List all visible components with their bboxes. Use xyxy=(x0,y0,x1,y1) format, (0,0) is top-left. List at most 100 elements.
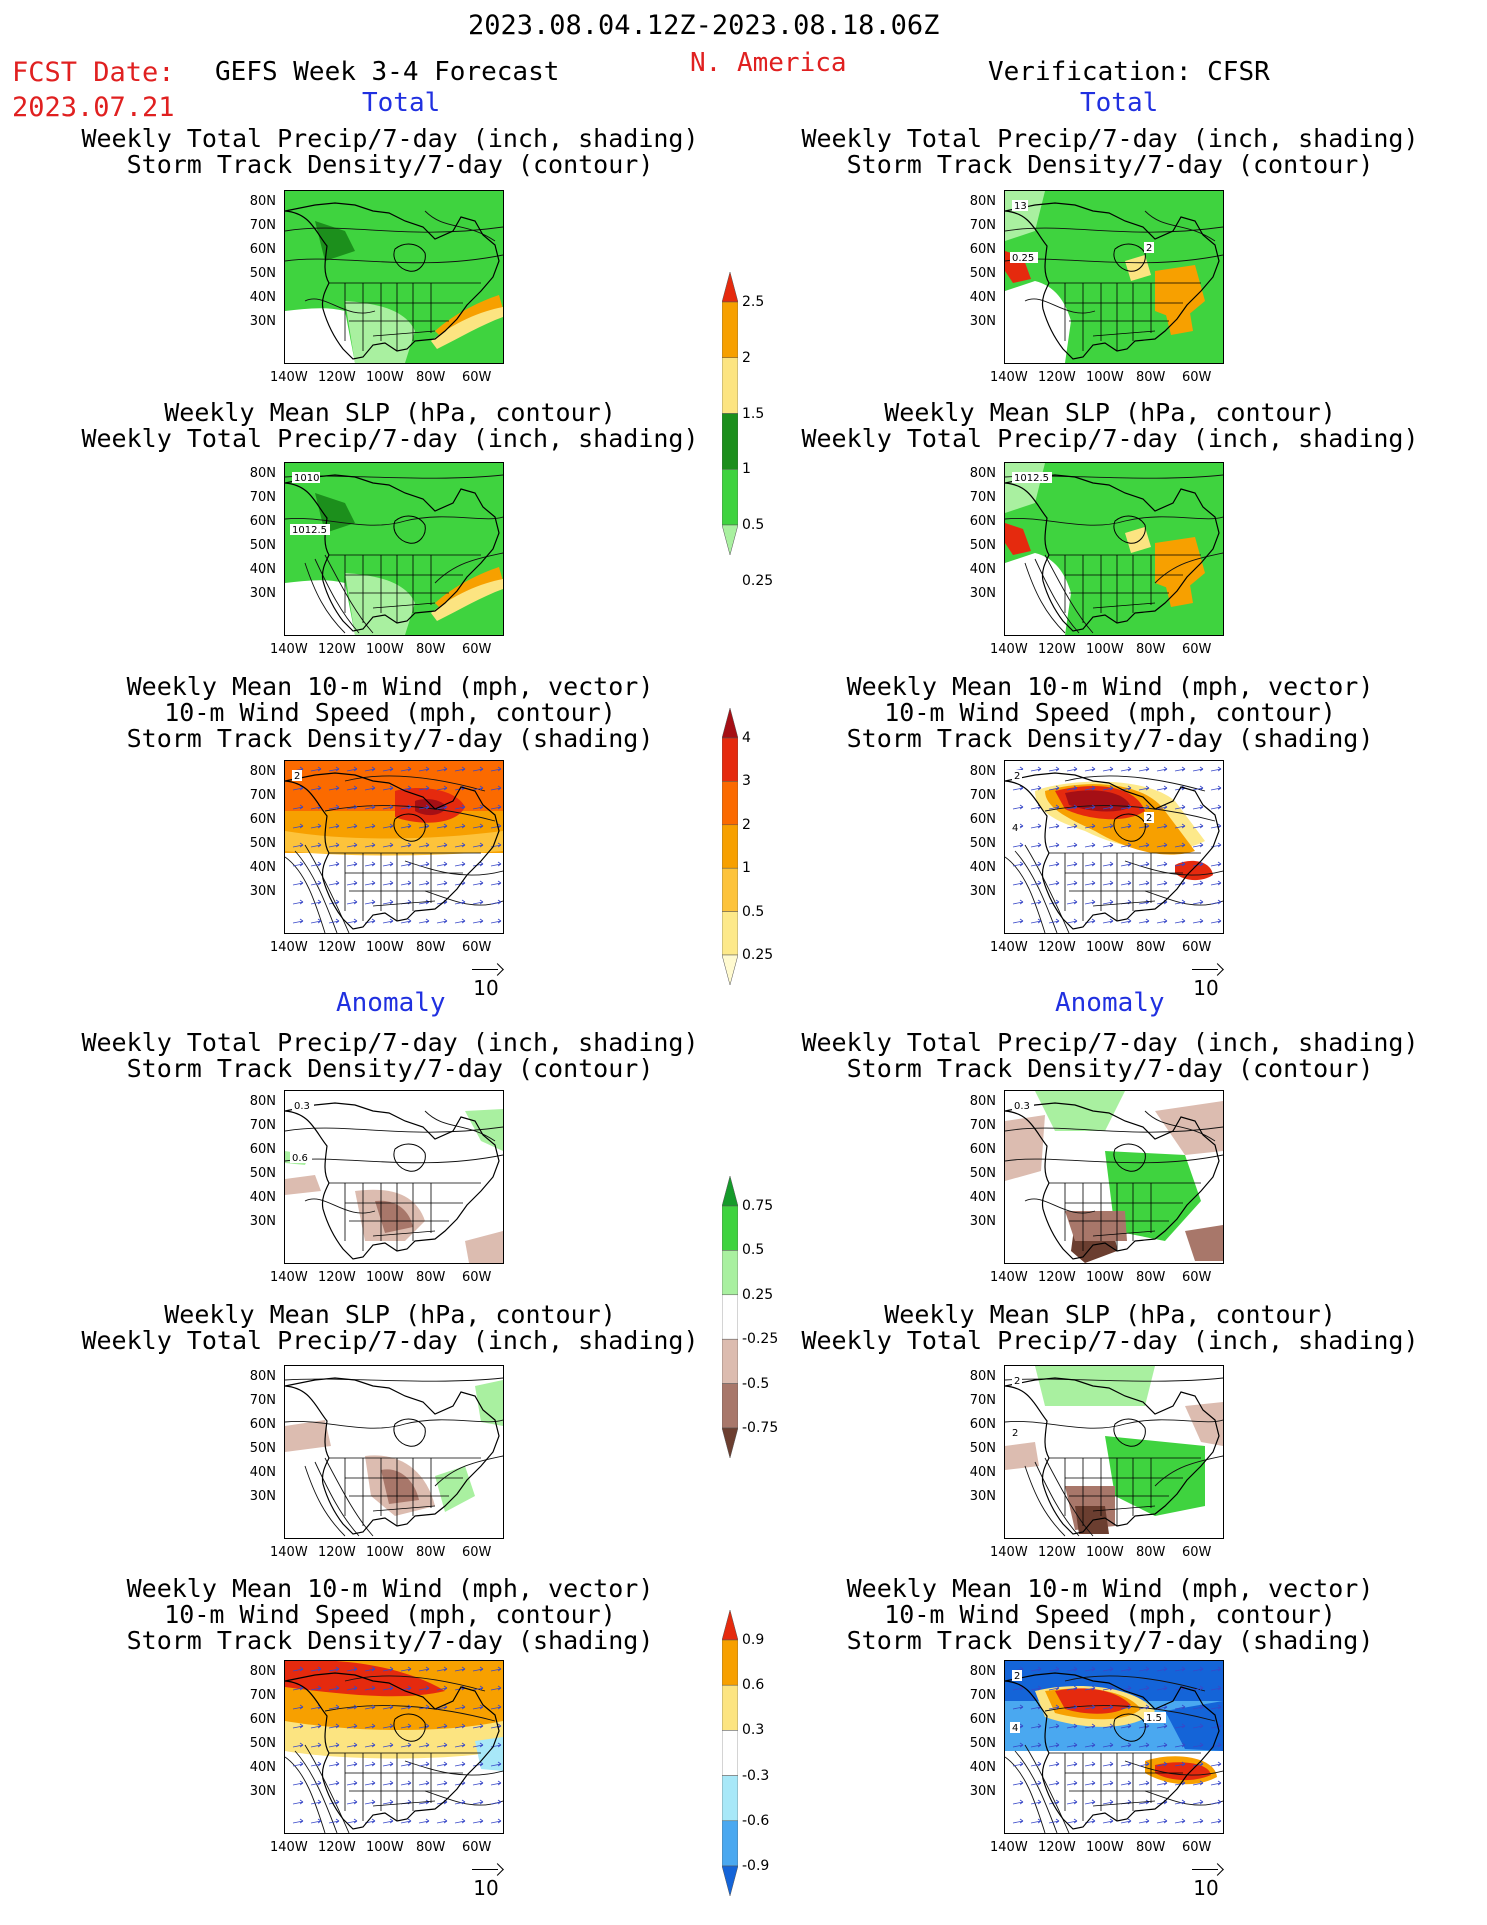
wind-vector xyxy=(418,880,430,886)
colorbar-storm-total: 4 3 2 1 0.5 0.25 xyxy=(722,708,802,985)
wind-vector xyxy=(1048,1704,1060,1710)
wind-vector xyxy=(418,918,430,924)
lon-label: 60W xyxy=(1182,1840,1212,1855)
colorbar-tick-label: 0.5 xyxy=(742,903,765,920)
wind-vector xyxy=(292,918,304,924)
wind-vector xyxy=(1174,1666,1186,1672)
coastline xyxy=(1005,1377,1220,1535)
wind-vector xyxy=(382,1723,394,1729)
panel-title: Weekly Total Precip/7-day (inch, shading… xyxy=(800,1030,1420,1082)
wind-vector xyxy=(1030,918,1042,924)
wind-vector xyxy=(310,766,322,772)
wind-vector xyxy=(1210,1704,1222,1710)
wind-vector xyxy=(1156,880,1168,886)
wind-vector xyxy=(1120,1704,1132,1710)
colorbar-segment xyxy=(722,1820,738,1867)
wind-vector xyxy=(1030,1742,1042,1748)
shading-region xyxy=(465,1231,503,1263)
contour-label-bg xyxy=(290,524,330,535)
colorbar-tick-label: 0.5 xyxy=(742,517,765,533)
wind-vector xyxy=(364,1723,376,1729)
wind-vector xyxy=(1156,842,1168,848)
wind-vector xyxy=(1084,804,1096,810)
state-boundaries xyxy=(329,554,481,623)
shading-region xyxy=(435,1466,475,1512)
wind-vector xyxy=(1066,1742,1078,1748)
contour-line xyxy=(1014,850,1058,933)
colorbar-storm-total-svg xyxy=(722,708,738,985)
hudson-bay-outline xyxy=(393,515,426,544)
wind-vector xyxy=(1066,1761,1078,1767)
wind-vector xyxy=(382,766,394,772)
wind-vector xyxy=(1192,766,1204,772)
wind-vector xyxy=(1120,1761,1132,1767)
wind-vector xyxy=(436,1723,448,1729)
hudson-bay-outline xyxy=(1113,1418,1146,1447)
shading-region xyxy=(315,221,355,261)
lon-label: 60W xyxy=(462,940,492,955)
contour-label-bg xyxy=(1012,770,1022,781)
wind-vector xyxy=(472,1742,484,1748)
lat-label: 60N xyxy=(249,514,276,529)
wind-vector xyxy=(490,804,502,810)
panel-title-line: Weekly Total Precip/7-day (inch, shading… xyxy=(801,1028,1419,1057)
contour-line xyxy=(285,516,503,526)
wind-vector xyxy=(418,1780,430,1786)
state-boundaries xyxy=(1049,852,1201,921)
wind-vector xyxy=(328,766,340,772)
wind-vector xyxy=(310,1799,322,1805)
wind-vector xyxy=(328,1742,340,1748)
colorbar-segment xyxy=(722,781,738,826)
contour-line xyxy=(1024,1465,1066,1537)
contour-line xyxy=(304,1744,350,1833)
wind-vector xyxy=(1102,1799,1114,1805)
contour-line xyxy=(1005,516,1223,526)
lon-label: 100W xyxy=(366,1545,404,1560)
wind-vector xyxy=(364,1761,376,1767)
wind-vector xyxy=(1156,861,1168,867)
lon-label: 140W xyxy=(990,370,1028,385)
lon-label: 140W xyxy=(990,1840,1028,1855)
lon-label: 80W xyxy=(416,1545,446,1560)
wind-vector xyxy=(328,918,340,924)
lat-label: 50N xyxy=(249,266,276,281)
wind-vector xyxy=(400,766,412,772)
wind-vector xyxy=(1174,1723,1186,1729)
wind-vector xyxy=(292,1761,304,1767)
wind-vector xyxy=(1102,918,1114,924)
wind-vector xyxy=(346,899,358,905)
state-boundaries xyxy=(329,282,481,351)
lon-label: 140W xyxy=(270,642,308,657)
contour-line xyxy=(404,1760,503,1776)
wind-vector xyxy=(364,861,376,867)
contour-line xyxy=(285,1377,503,1382)
vector-reference: 10 xyxy=(468,1864,504,1900)
wind-vector xyxy=(1030,899,1042,905)
lat-label: 70N xyxy=(249,1688,276,1703)
panel-title: Weekly Mean 10-m Wind (mph, vector) 10-m … xyxy=(800,1576,1420,1654)
map-fcst-total-wind-svg: 2 xyxy=(285,761,503,933)
wind-vector xyxy=(418,1723,430,1729)
wind-vector xyxy=(1192,823,1204,829)
lat-label: 80N xyxy=(249,194,276,209)
map-fcst-total-slp: 1010 1012.5 xyxy=(284,462,504,636)
wind-vector xyxy=(472,899,484,905)
colorbar-tick-label: 1.5 xyxy=(742,405,765,422)
wind-vector xyxy=(472,1685,484,1691)
contour-label-bg xyxy=(292,472,320,483)
wind-vector xyxy=(454,861,466,867)
shading-region xyxy=(1105,1436,1205,1516)
colorbar-tick-label: 0.25 xyxy=(742,947,774,963)
contour-line xyxy=(1005,226,1223,233)
wind-vector xyxy=(1138,785,1150,791)
lat-label: 50N xyxy=(249,1736,276,1751)
date-range: 2023.08.04.12Z-2023.08.18.06Z xyxy=(468,10,940,41)
lat-label: 60N xyxy=(969,1712,996,1727)
hudson-bay-outline xyxy=(1113,515,1146,544)
contour-label: 0.6 xyxy=(292,1153,308,1164)
lat-label: 40N xyxy=(249,562,276,577)
lat-label: 80N xyxy=(969,1369,996,1384)
lat-label: 60N xyxy=(969,1142,996,1157)
lat-label: 80N xyxy=(969,764,996,779)
panel-title-line: Weekly Total Precip/7-day (inch, shading… xyxy=(81,1326,699,1355)
